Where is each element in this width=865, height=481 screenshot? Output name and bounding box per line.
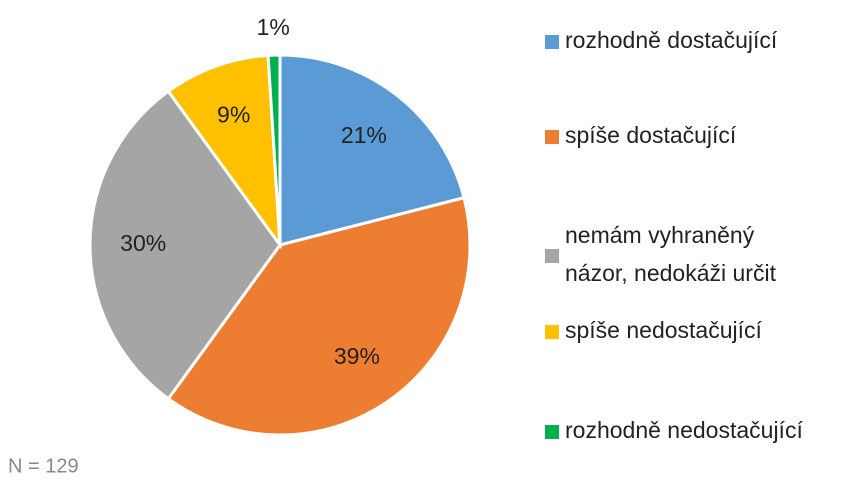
legend-label: spíše nedostačující (565, 317, 763, 343)
pie-slice (266, 53, 282, 246)
legend-label: spíše dostačující (565, 122, 737, 148)
legend-label-line: nemám vyhraněný (565, 222, 755, 248)
pie-slice (166, 53, 282, 251)
slice-label: 21% (341, 122, 387, 148)
legend-label: rozhodně dostačující (565, 27, 778, 53)
pie-slice (166, 195, 472, 437)
legend-swatch (545, 35, 559, 49)
slice-label: 39% (334, 343, 380, 369)
legend-label-line: názor, nedokáži určit (565, 260, 777, 286)
slice-label: 30% (120, 230, 166, 256)
legend-swatch (545, 130, 559, 144)
legend-swatch (545, 325, 559, 339)
legend-label: rozhodně nedostačující (565, 417, 803, 443)
pie-slice (278, 53, 466, 247)
legend-label: nemám vyhraněný názor, nedokáži určit (565, 222, 777, 286)
slice-label: 1% (257, 14, 290, 40)
legend-swatch (545, 425, 559, 439)
slice-label: 9% (217, 101, 250, 127)
pie-slice (88, 89, 282, 401)
sample-size-note: N = 129 (8, 455, 79, 477)
legend-swatch (545, 249, 559, 263)
